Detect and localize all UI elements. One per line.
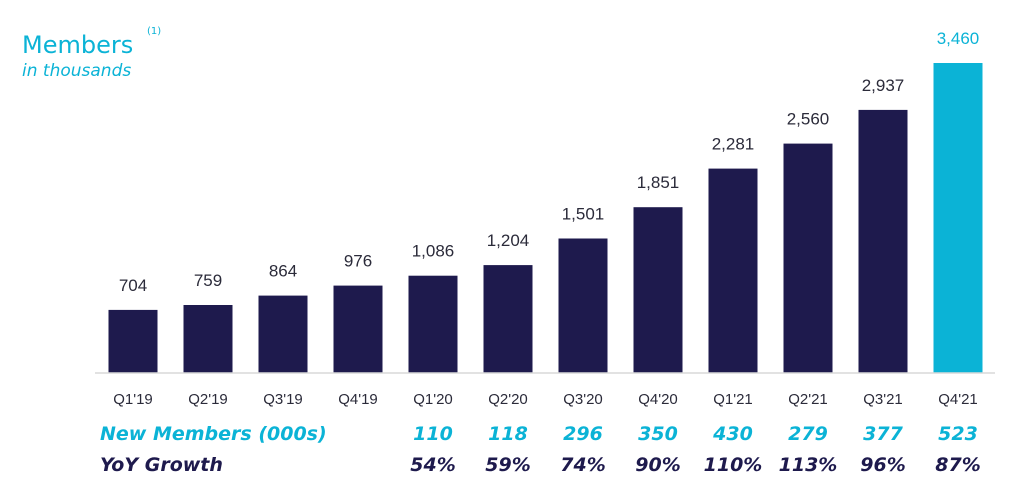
yoy-growth-value: 96% [860, 454, 905, 476]
bar-q4-21 [933, 63, 983, 373]
bar-value-label: 759 [194, 271, 222, 290]
new-members-row-label: New Members (000s) [100, 423, 327, 445]
bar-q1-20 [408, 275, 458, 373]
bar-value-label: 2,937 [862, 76, 905, 95]
bar-q4-20 [633, 207, 683, 373]
new-members-value: 523 [938, 423, 978, 445]
bar-value-label: 1,501 [562, 205, 605, 224]
bar-value-label: 864 [269, 262, 297, 281]
yoy-growth-row-label: YoY Growth [100, 454, 223, 476]
bar-q1-21 [708, 168, 758, 373]
bar-value-label: 2,560 [787, 110, 830, 129]
x-tick-label: Q2'21 [788, 391, 828, 408]
new-members-value: 279 [788, 423, 828, 445]
x-tick-label: Q1'20 [413, 391, 453, 408]
yoy-growth-value: 87% [935, 454, 980, 476]
bar-q2-19 [183, 305, 233, 373]
bar-value-label: 3,460 [937, 29, 980, 48]
bar-value-label: 704 [119, 276, 147, 295]
yoy-growth-value: 110% [704, 454, 763, 476]
bar-q2-20 [483, 265, 533, 373]
x-tick-label: Q4'20 [638, 391, 678, 408]
bar-q2-21 [783, 143, 833, 373]
bar-value-labels: 704 759 864 976 1,086 1,204 1,501 1,851 2,281 2,5… [119, 29, 979, 295]
yoy-growth-value: 113% [779, 454, 838, 476]
x-tick-label: Q3'20 [563, 391, 603, 408]
new-members-value: 430 [712, 423, 753, 445]
chart-subtitle: in thousands [22, 61, 131, 81]
yoy-growth-value: 90% [635, 454, 680, 476]
bar-q3-20 [558, 238, 608, 373]
x-tick-label: Q1'19 [113, 391, 153, 408]
new-members-value: 110 [413, 423, 453, 445]
bar-q1-19 [108, 309, 158, 373]
x-tick-label: Q2'19 [188, 391, 228, 408]
bar-q3-19 [258, 295, 308, 373]
x-tick-label: Q3'21 [863, 391, 903, 408]
x-tick-label: Q2'20 [488, 391, 528, 408]
bar-q3-21 [858, 109, 908, 374]
yoy-growth-value: 74% [560, 454, 605, 476]
x-tick-label: Q4'21 [938, 391, 978, 408]
new-members-value: 350 [638, 423, 678, 445]
chart-title: Members [22, 31, 133, 59]
new-members-row-values: 110 118 296 350 430 279 377 523 [413, 423, 978, 445]
bar-value-label: 1,086 [412, 242, 455, 261]
yoy-growth-row-values: 54% 59% 74% 90% 110% 113% 96% 87% [410, 454, 980, 476]
x-tick-labels: Q1'19 Q2'19 Q3'19 Q4'19 Q1'20 Q2'20 Q3'20 Q4'20… [113, 391, 978, 408]
title-footnote: (1) [147, 26, 161, 37]
bars [108, 63, 983, 374]
yoy-growth-value: 59% [485, 454, 530, 476]
bar-value-label: 2,281 [712, 135, 755, 154]
x-tick-label: Q4'19 [338, 391, 378, 408]
new-members-value: 296 [563, 423, 603, 445]
bar-value-label: 1,851 [637, 173, 680, 192]
x-tick-label: Q3'19 [263, 391, 303, 408]
new-members-value: 118 [488, 423, 528, 445]
new-members-value: 377 [863, 423, 903, 445]
x-tick-label: Q1'21 [713, 391, 753, 408]
bar-value-label: 976 [344, 252, 372, 271]
bar-value-label: 1,204 [487, 231, 530, 250]
yoy-growth-value: 54% [410, 454, 455, 476]
bar-q4-19 [333, 285, 383, 373]
